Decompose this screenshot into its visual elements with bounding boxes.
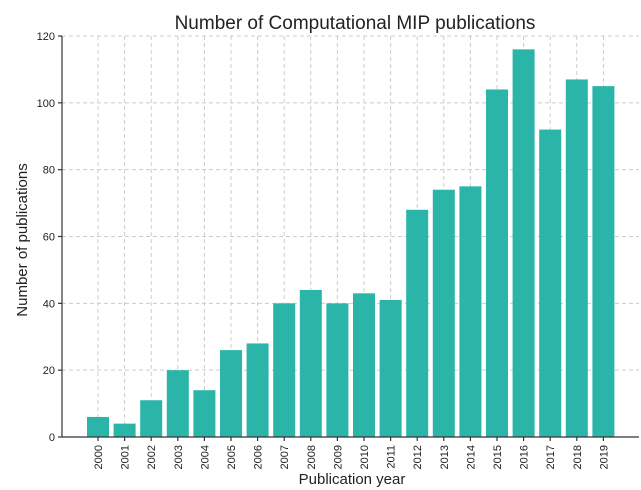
chart-title: Number of Computational MIP publications [175, 13, 536, 34]
bar-2006 [247, 343, 269, 437]
bar-2016 [513, 49, 535, 437]
y-tick-label: 120 [37, 31, 55, 43]
x-tick-label: 2019 [598, 445, 610, 469]
x-axis-label: Publication year [299, 471, 406, 488]
y-tick-label: 0 [49, 432, 55, 444]
bar-2018 [566, 79, 588, 437]
bar-2014 [459, 186, 481, 437]
x-tick-label: 2010 [359, 445, 371, 469]
bar-2004 [193, 390, 215, 437]
y-axis-label: Number of publications [14, 163, 31, 316]
x-tick-labels: 2000 2001 2002 2003 2004 2005 2006 2007 2008 2009… [93, 437, 610, 469]
bar-2011 [380, 300, 402, 437]
x-tick-label: 2003 [173, 445, 185, 469]
bar-2008 [300, 290, 322, 437]
bar-2003 [167, 370, 189, 437]
bar-2012 [406, 210, 428, 437]
x-tick-label: 2013 [439, 445, 451, 469]
x-tick-label: 2006 [253, 445, 265, 469]
x-tick-label: 2008 [306, 445, 318, 469]
y-tick-labels: 0 20 40 60 80 100 120 [37, 31, 62, 444]
x-tick-label: 2000 [93, 445, 105, 469]
x-tick-label: 2007 [279, 445, 291, 469]
x-tick-label: 2011 [386, 445, 398, 469]
x-tick-label: 2002 [146, 445, 158, 469]
y-tick-label: 40 [43, 298, 55, 310]
bar-2009 [326, 303, 348, 437]
x-tick-label: 2015 [492, 445, 504, 469]
x-tick-label: 2012 [412, 445, 424, 469]
x-tick-label: 2014 [465, 445, 477, 469]
bar-2002 [140, 400, 162, 437]
x-tick-label: 2017 [545, 445, 557, 469]
x-tick-label: 2018 [572, 445, 584, 469]
bar-2019 [592, 86, 614, 437]
y-tick-label: 60 [43, 232, 55, 244]
bar-2007 [273, 303, 295, 437]
bar-2017 [539, 130, 561, 437]
x-tick-label: 2016 [519, 445, 531, 469]
bar-2000 [87, 417, 109, 437]
bars [87, 49, 614, 437]
y-tick-label: 100 [37, 98, 55, 110]
x-tick-label: 2001 [120, 445, 132, 469]
bar-2001 [114, 424, 136, 437]
bar-2013 [433, 190, 455, 437]
bar-2015 [486, 89, 508, 437]
bar-2010 [353, 293, 375, 437]
x-tick-label: 2004 [199, 445, 211, 469]
x-tick-label: 2009 [332, 445, 344, 469]
y-tick-label: 20 [43, 365, 55, 377]
bar-2005 [220, 350, 242, 437]
x-tick-label: 2005 [226, 445, 238, 469]
y-tick-label: 80 [43, 165, 55, 177]
